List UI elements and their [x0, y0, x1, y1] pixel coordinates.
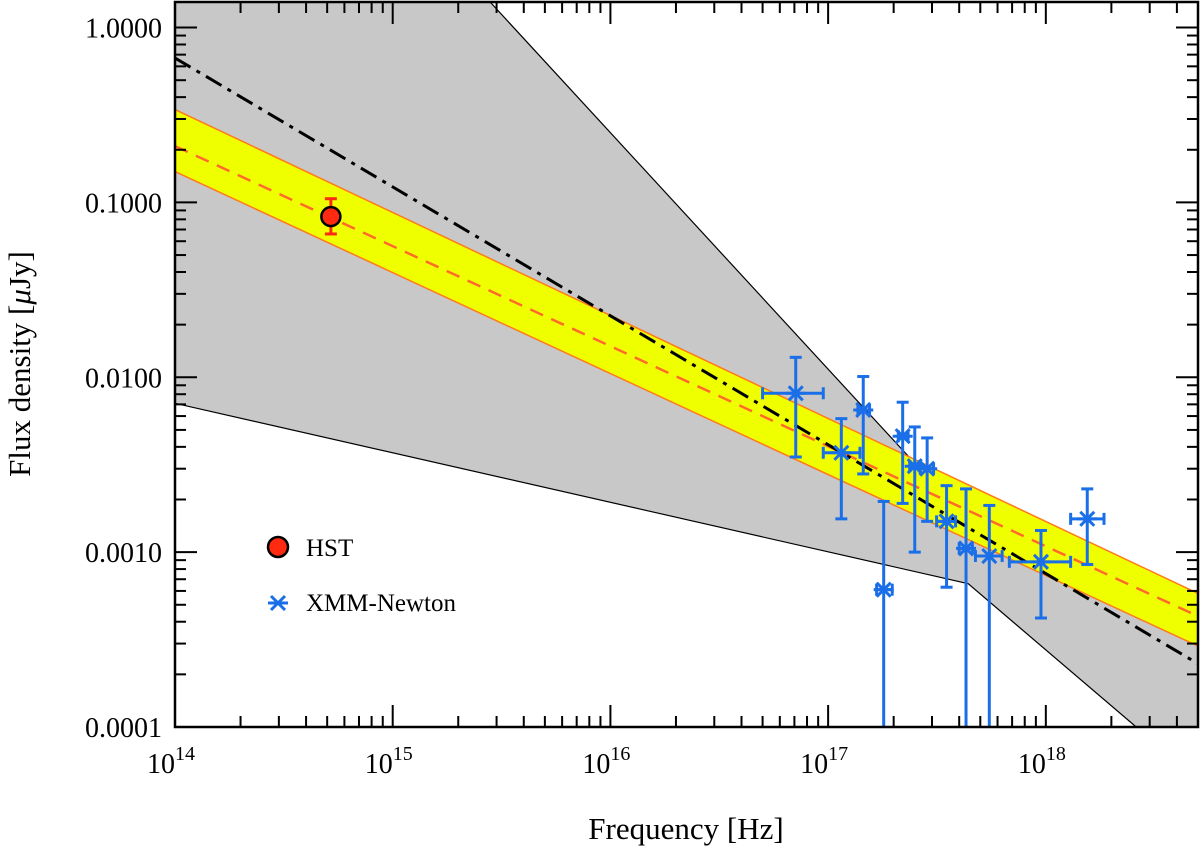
- point-xmm-newton-2: [853, 375, 874, 476]
- point-xmm-newton-7-marker: [936, 513, 957, 530]
- x-tick-label-exponent-0: 14: [175, 743, 195, 765]
- x-tick-label-exponent-1: 15: [393, 743, 413, 765]
- y-tick-label-4: 1.0000: [85, 14, 162, 45]
- point-xmm-newton-5-marker-d2: [906, 458, 923, 475]
- point-xmm-newton-4: [892, 400, 913, 505]
- band-yellow-band-lower-edge: [175, 170, 1198, 647]
- y-tick-label-3: 0.1000: [85, 188, 162, 219]
- legend-marker-hst: [266, 535, 290, 559]
- point-xmm-newton-4-marker: [892, 428, 913, 445]
- point-xmm-newton-8: [956, 487, 977, 727]
- legend-item-hst: HST: [266, 535, 353, 562]
- x-tick-label-1: 1015: [365, 743, 413, 780]
- x-tick-label-2: 1016: [582, 743, 630, 780]
- y-axis-title-prefix: Flux density [: [2, 305, 37, 477]
- y-axis-title-mu: μ: [2, 289, 37, 306]
- y-tick-label-2: 0.0100: [85, 363, 162, 394]
- point-xmm-newton-3: [873, 499, 894, 727]
- legend: HST XMM-Newton: [266, 535, 456, 617]
- legend-label-hst: HST: [306, 535, 353, 562]
- point-xmm-newton-7: [935, 484, 958, 589]
- y-tick-label-1: 0.0010: [85, 538, 162, 569]
- legend-asterisk-glyph-d2: [269, 594, 287, 612]
- x-tick-label-3: 1017: [800, 743, 848, 780]
- plot-area: [175, 2, 1198, 727]
- series-hst: [320, 197, 342, 236]
- point-xmm-newton-2-marker-d2: [855, 401, 872, 419]
- point-hst-0-marker: [320, 205, 342, 228]
- x-tick-label-base-0: 10: [147, 749, 175, 780]
- x-tick-label-exponent-3: 17: [828, 743, 848, 765]
- axis-tick-labels: 1014 1015 1016 1017 10180.00010.00100.01000.…: [85, 14, 1066, 780]
- legend-label-xmm: XMM-Newton: [306, 590, 456, 617]
- point-xmm-newton-10-marker-d2: [1032, 553, 1050, 570]
- x-tick-label-exponent-2: 16: [610, 743, 630, 765]
- point-xmm-newton-3-marker: [873, 581, 894, 598]
- x-tick-label-base-4: 10: [1018, 749, 1046, 780]
- point-xmm-newton-6-marker-d2: [919, 460, 936, 477]
- point-xmm-newton-1: [821, 417, 862, 521]
- point-xmm-newton-7-marker-d2: [938, 513, 955, 530]
- x-tick-label-base-1: 10: [365, 749, 393, 780]
- point-xmm-newton-0-marker: [785, 385, 806, 402]
- x-tick-label-4: 1018: [1018, 743, 1066, 780]
- legend-asterisk-glyph: [268, 594, 288, 612]
- line-best-fit: [175, 144, 1198, 618]
- point-xmm-newton-0: [761, 355, 825, 459]
- point-xmm-newton-8-marker-d2: [957, 540, 975, 557]
- point-hst-0: [320, 197, 342, 236]
- point-xmm-newton-11-marker-d2: [1079, 510, 1096, 527]
- point-xmm-newton-9-marker-d2: [981, 547, 998, 565]
- point-xmm-newton-6-marker: [917, 460, 938, 477]
- x-tick-label-exponent-4: 18: [1046, 743, 1066, 765]
- legend-marker-xmm: [268, 594, 288, 612]
- point-xmm-newton-3-marker-d2: [875, 581, 892, 598]
- x-tick-label-base-2: 10: [582, 749, 610, 780]
- point-xmm-newton-6: [917, 436, 938, 523]
- point-xmm-newton-2-marker: [853, 401, 874, 419]
- x-tick-label-base-3: 10: [800, 749, 828, 780]
- legend-item-xmm: XMM-Newton: [268, 590, 456, 617]
- point-xmm-newton-11: [1069, 487, 1106, 566]
- point-xmm-newton-10: [1007, 528, 1073, 620]
- y-tick-label-0: 0.0001: [85, 713, 162, 744]
- series-xmm-newton: [761, 355, 1106, 727]
- point-xmm-newton-8-marker: [956, 540, 977, 557]
- band-yellow-band-upper-edge: [175, 108, 1198, 595]
- point-xmm-newton-4-marker-d2: [894, 428, 911, 445]
- plot-frame: [173, 0, 1200, 729]
- point-xmm-newton-0-marker-d2: [787, 385, 804, 402]
- x-axis-title: Frequency [Hz]: [588, 811, 783, 846]
- x-tick-label-0: 1014: [147, 743, 195, 780]
- axis-ticks: [174, 2, 1199, 728]
- point-xmm-newton-11-marker: [1077, 510, 1098, 527]
- point-xmm-newton-9-marker: [979, 547, 1000, 565]
- point-xmm-newton-9: [973, 503, 1004, 727]
- point-xmm-newton-1-marker: [831, 444, 852, 461]
- point-xmm-newton-10-marker: [1030, 553, 1051, 570]
- point-xmm-newton-1-marker-d2: [833, 444, 850, 461]
- band-gray-envelope-lower-edge: [175, 402, 1137, 727]
- y-axis-title-suffix: Jy]: [2, 251, 37, 289]
- y-axis-title: Flux density [μJy]: [2, 251, 37, 477]
